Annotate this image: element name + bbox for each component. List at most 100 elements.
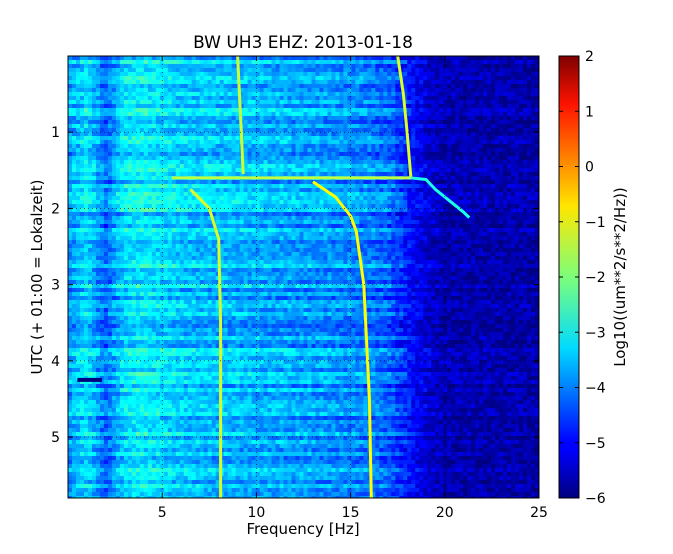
heatmap-cell	[531, 88, 536, 93]
heatmap-cell	[123, 76, 129, 81]
heatmap-cell	[211, 96, 217, 101]
heatmap-cell	[215, 184, 221, 189]
heatmap-cell	[263, 92, 269, 97]
heatmap-cell	[459, 188, 464, 193]
heatmap-cell	[239, 56, 245, 61]
heatmap-cell	[267, 172, 273, 177]
heatmap-cell	[195, 192, 201, 197]
heatmap-cell	[343, 220, 349, 225]
heatmap-cell	[299, 76, 305, 81]
heatmap-cell	[143, 60, 149, 65]
heatmap-cell	[151, 188, 157, 193]
heatmap-cell	[523, 76, 528, 81]
heatmap-cell	[439, 132, 444, 137]
heatmap-cell	[331, 216, 337, 221]
heatmap-cell	[143, 160, 149, 165]
heatmap-cell	[351, 80, 356, 85]
heatmap-cell	[131, 132, 137, 137]
heatmap-cell	[159, 80, 165, 85]
heatmap-cell	[215, 116, 221, 121]
heatmap-cell	[247, 156, 253, 161]
heatmap-cell	[283, 68, 289, 73]
heatmap-cell	[275, 156, 281, 161]
heatmap-cell	[479, 188, 484, 193]
heatmap-cell	[295, 124, 301, 129]
heatmap-cell	[91, 84, 97, 89]
heatmap-cell	[491, 212, 496, 217]
heatmap-cell	[375, 72, 380, 77]
heatmap-cell	[439, 208, 444, 213]
heatmap-cell	[287, 104, 293, 109]
heatmap-cell	[463, 160, 468, 165]
heatmap-cell	[419, 144, 424, 149]
heatmap-cell	[503, 100, 508, 105]
heatmap-cell	[239, 188, 245, 193]
heatmap-cell	[163, 220, 169, 225]
heatmap-cell	[399, 56, 404, 61]
heatmap-cell	[191, 92, 197, 97]
heatmap-cell	[339, 72, 345, 77]
heatmap-cell	[483, 80, 488, 85]
heatmap-cell	[83, 192, 89, 197]
heatmap-cell	[191, 188, 197, 193]
heatmap-cell	[275, 84, 281, 89]
heatmap-cell	[459, 68, 464, 73]
heatmap-cell	[351, 140, 356, 145]
heatmap-cell	[159, 156, 165, 161]
heatmap-cell	[175, 128, 181, 133]
heatmap-cell	[127, 80, 133, 85]
heatmap-cell	[291, 112, 297, 117]
heatmap-cell	[151, 204, 157, 209]
heatmap-cell	[403, 140, 408, 145]
heatmap-cell	[403, 200, 408, 205]
heatmap-cell	[267, 148, 273, 153]
heatmap-cell	[163, 196, 169, 201]
heatmap-cell	[387, 76, 392, 81]
heatmap-cell	[451, 76, 456, 81]
heatmap-cell	[111, 92, 117, 97]
heatmap-cell	[411, 196, 416, 201]
heatmap-cell	[467, 188, 472, 193]
heatmap-cell	[303, 56, 309, 61]
heatmap-cell	[467, 60, 472, 65]
heatmap-cell	[351, 160, 356, 165]
heatmap-cell	[531, 80, 536, 85]
heatmap-cell	[235, 124, 241, 129]
heatmap-cell	[79, 132, 85, 137]
heatmap-cell	[479, 220, 484, 225]
heatmap-cell	[355, 56, 360, 61]
heatmap-cell	[471, 216, 476, 221]
heatmap-cell	[251, 100, 257, 105]
heatmap-cell	[127, 112, 133, 117]
heatmap-cell	[143, 88, 149, 93]
heatmap-cell	[251, 124, 257, 129]
heatmap-cell	[211, 188, 217, 193]
heatmap-cell	[307, 128, 313, 133]
heatmap-cell	[379, 136, 384, 141]
heatmap-cell	[419, 180, 424, 185]
heatmap-cell	[407, 132, 412, 137]
heatmap-cell	[151, 60, 157, 65]
heatmap-cell	[279, 80, 285, 85]
heatmap-cell	[219, 208, 225, 213]
heatmap-cell	[375, 188, 380, 193]
heatmap-cell	[295, 144, 301, 149]
heatmap-cell	[107, 108, 113, 113]
heatmap-cell	[179, 116, 185, 121]
heatmap-cell	[287, 116, 293, 121]
heatmap-cell	[207, 116, 213, 121]
heatmap-cell	[119, 196, 125, 201]
heatmap-cell	[103, 136, 109, 141]
heatmap-cell	[383, 104, 388, 109]
heatmap-cell	[235, 96, 241, 101]
heatmap-cell	[99, 60, 105, 65]
heatmap-cell	[487, 208, 492, 213]
heatmap-cell	[463, 124, 468, 129]
heatmap-cell	[447, 196, 452, 201]
heatmap-cell	[371, 204, 376, 209]
heatmap-cell	[255, 56, 261, 61]
heatmap-cell	[167, 76, 173, 81]
heatmap-cell	[319, 160, 325, 165]
heatmap-cell	[71, 164, 77, 169]
heatmap-cell	[287, 216, 293, 221]
